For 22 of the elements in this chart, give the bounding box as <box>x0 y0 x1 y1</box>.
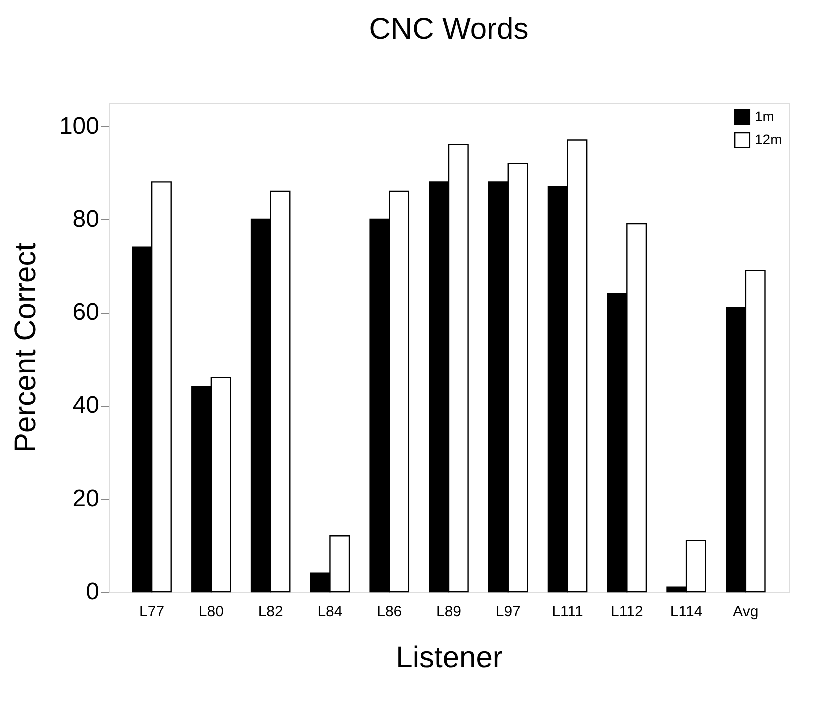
y-tick-label: 80 <box>72 206 100 233</box>
x-tick-label: L111 <box>552 604 584 620</box>
x-tick-label: Avg <box>733 604 759 620</box>
x-tick-label: L97 <box>496 604 521 620</box>
x-tick-label: L112 <box>611 604 644 620</box>
y-tick-label: 60 <box>72 299 100 326</box>
x-tick-label: L114 <box>670 604 703 620</box>
legend-label: 12m <box>755 132 782 148</box>
y-tick-label: 0 <box>86 578 100 606</box>
x-axis-title: Listener <box>396 642 503 674</box>
y-axis-title: Percent Correct <box>9 242 42 454</box>
chart-title: CNC Words <box>369 13 529 46</box>
x-tick-label: L80 <box>198 604 224 620</box>
x-tick-label: L89 <box>436 604 462 620</box>
x-tick-label: L84 <box>318 604 343 620</box>
y-tick-label: 100 <box>59 112 100 140</box>
y-tick-label: 20 <box>72 485 100 512</box>
legend-label: 1m <box>755 108 774 124</box>
x-tick-label: L82 <box>258 604 284 620</box>
x-tick-label: L86 <box>377 604 402 620</box>
x-tick-label: L77 <box>140 604 165 620</box>
y-tick-label: 40 <box>72 392 100 420</box>
